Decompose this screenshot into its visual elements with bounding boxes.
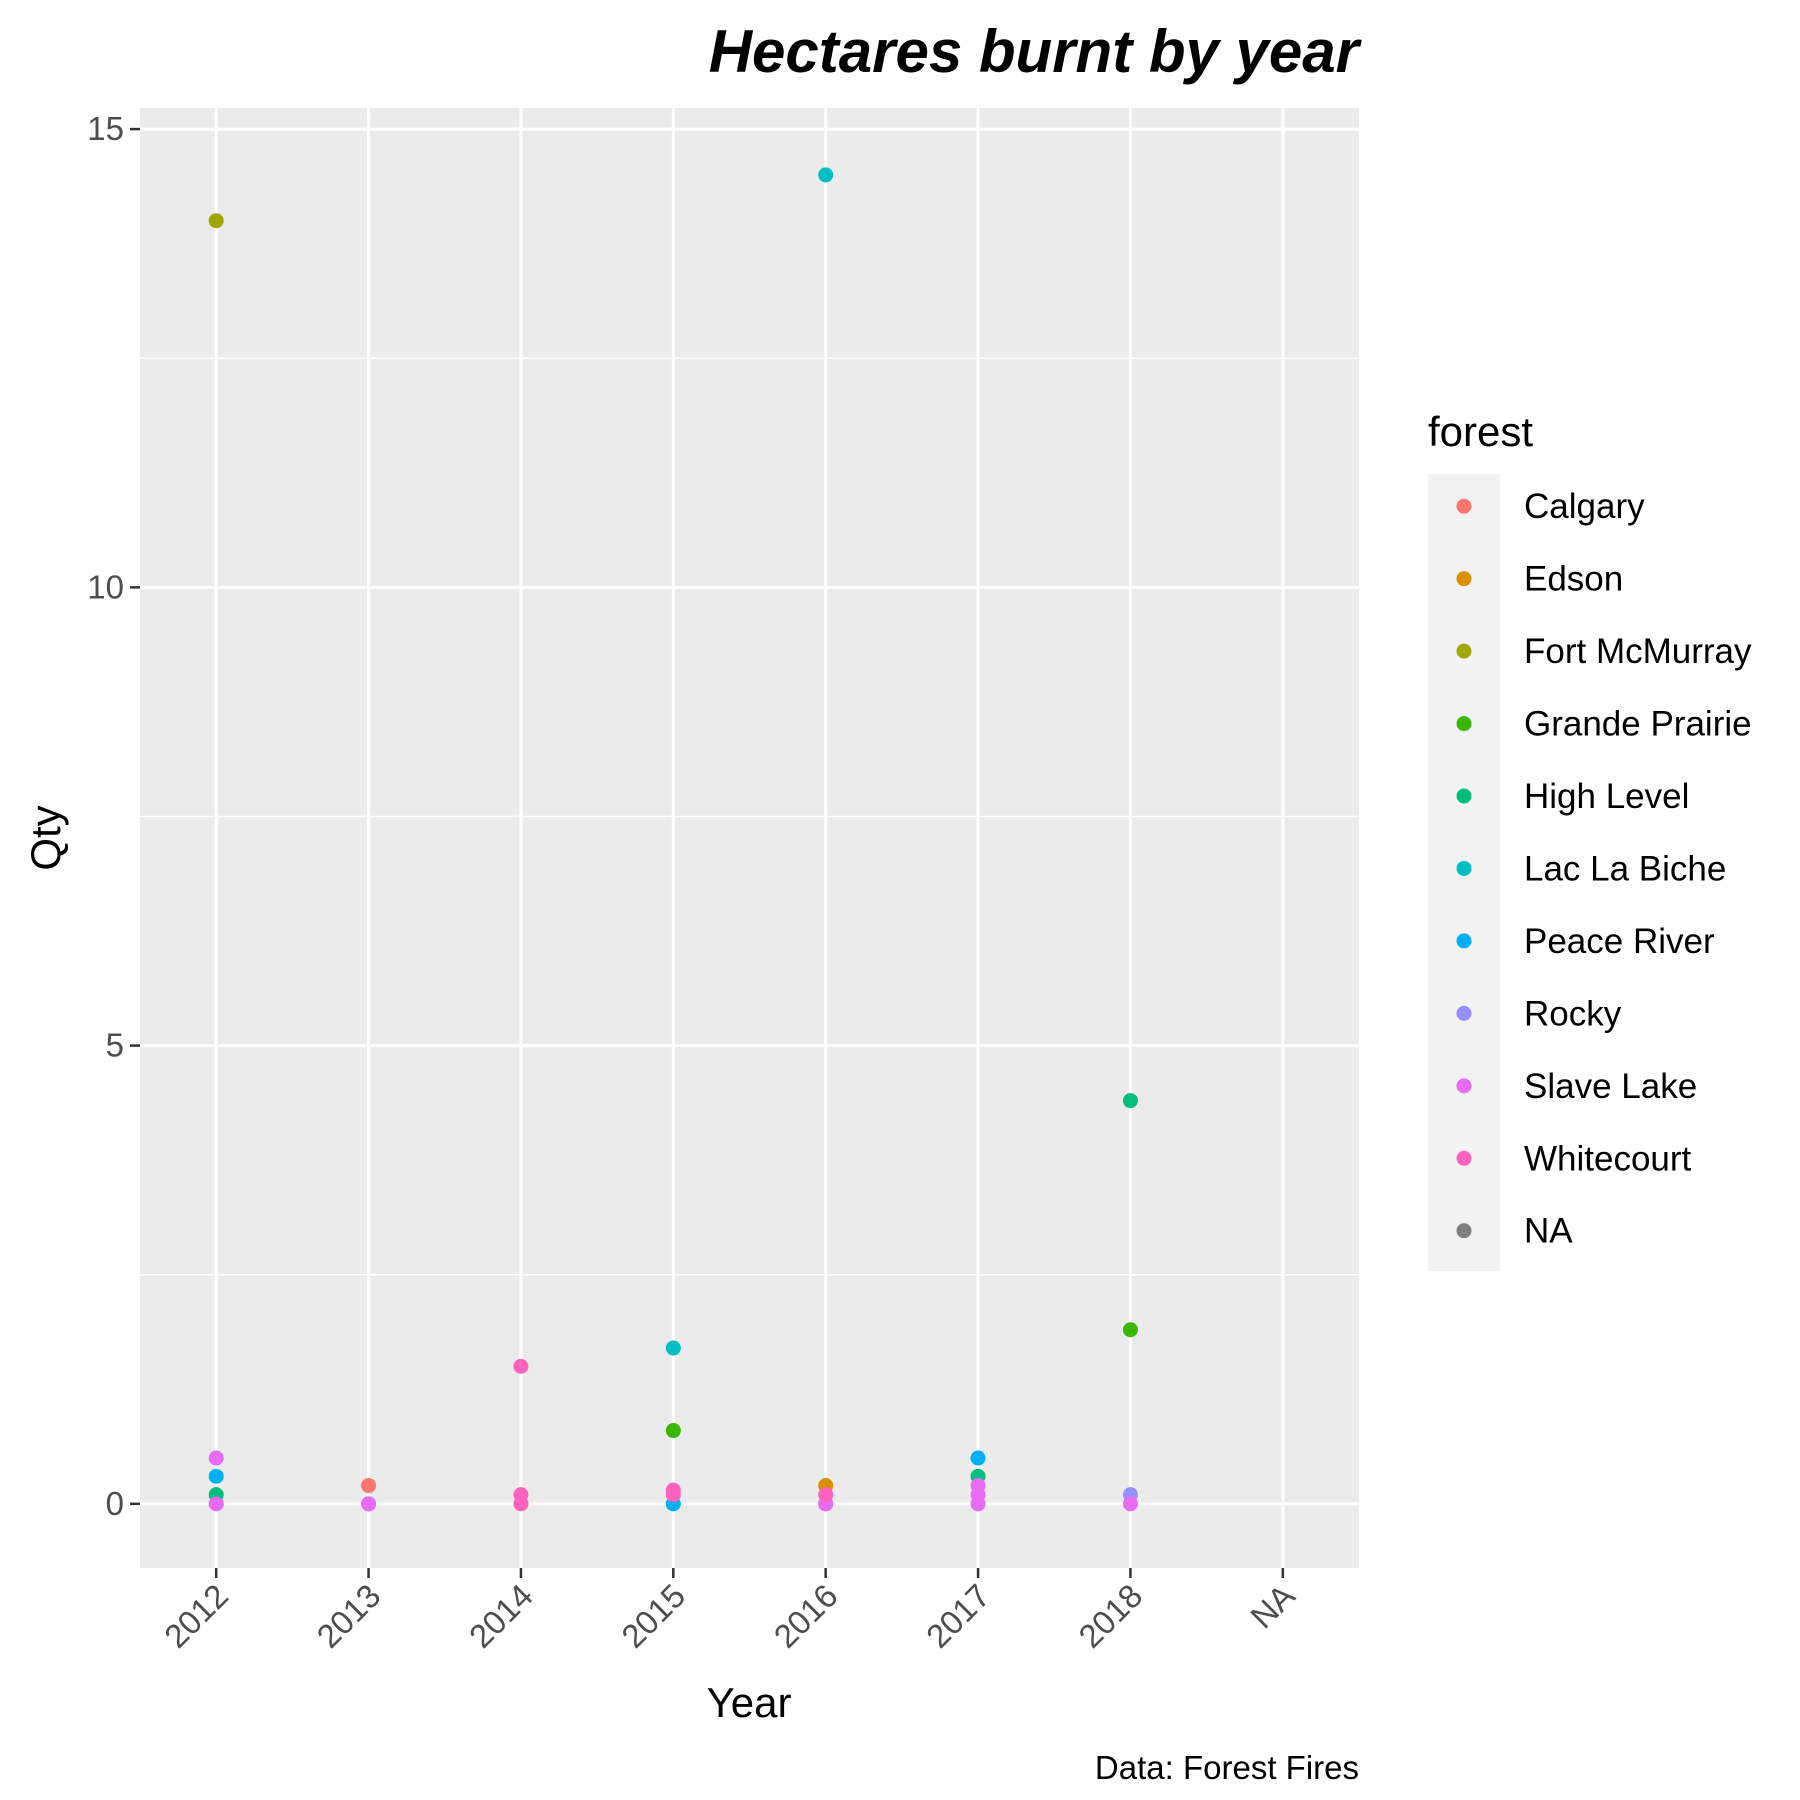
legend-title: forest: [1428, 408, 1533, 455]
data-point: [665, 1340, 681, 1356]
x-tick-label: 2014: [462, 1577, 540, 1655]
legend: forest Calgary Edson Fort McMurray Grande P…: [1428, 408, 1752, 1271]
data-point: [665, 1423, 681, 1439]
data-points: [208, 167, 1138, 1512]
x-tick-label: 2013: [309, 1577, 387, 1655]
data-point: [1122, 1322, 1138, 1338]
legend-label: NA: [1524, 1212, 1573, 1251]
x-axis: 2012 2013 2014 2015 2016 2017 2018 NA: [157, 1568, 1302, 1655]
legend-label: Whitecourt: [1524, 1139, 1692, 1178]
data-point: [361, 1496, 377, 1512]
x-axis-title: Year: [707, 1679, 792, 1726]
legend-label: Slave Lake: [1524, 1067, 1697, 1106]
y-tick-label: 10: [87, 568, 124, 605]
legend-key: [1456, 1078, 1472, 1094]
legend-label: Edson: [1524, 560, 1623, 599]
legend-key: [1456, 1150, 1472, 1166]
legend-label: Lac La Biche: [1524, 849, 1726, 888]
legend-items: Calgary Edson Fort McMurray Grande Prairie H…: [1456, 487, 1752, 1251]
data-point: [208, 213, 224, 229]
legend-key: [1456, 933, 1472, 949]
legend-key: [1456, 716, 1472, 732]
legend-label: Peace River: [1524, 922, 1715, 961]
chart-title: Hectares burnt by year: [709, 18, 1363, 85]
data-point: [1122, 1093, 1138, 1109]
legend-label: Rocky: [1524, 994, 1622, 1033]
x-tick-label: 2012: [157, 1577, 235, 1655]
x-tick-label: NA: [1243, 1577, 1302, 1636]
data-point: [665, 1487, 681, 1503]
data-point: [513, 1358, 529, 1374]
data-point: [361, 1478, 377, 1494]
caption: Data: Forest Fires: [1095, 1749, 1359, 1786]
data-point: [970, 1496, 986, 1512]
x-tick-label: 2017: [919, 1577, 997, 1655]
legend-label: High Level: [1524, 777, 1689, 816]
data-point: [208, 1468, 224, 1484]
data-point: [818, 167, 834, 183]
minor-gridlines: [140, 357, 1359, 1276]
y-tick-label: 0: [106, 1485, 124, 1522]
legend-key: [1456, 860, 1472, 876]
data-point: [513, 1496, 529, 1512]
plot-panel: [140, 108, 1359, 1568]
legend-key: [1456, 571, 1472, 587]
legend-label: Fort McMurray: [1524, 632, 1752, 671]
data-point: [970, 1450, 986, 1466]
y-axis: 0 5 10 15: [87, 110, 140, 1522]
legend-key: [1456, 788, 1472, 804]
x-tick-label: 2018: [1071, 1577, 1149, 1655]
legend-key: [1456, 1005, 1472, 1021]
data-point: [208, 1450, 224, 1466]
x-tick-label: 2015: [614, 1577, 692, 1655]
x-tick-label: 2016: [767, 1577, 845, 1655]
data-point: [1122, 1496, 1138, 1512]
legend-label: Grande Prairie: [1524, 705, 1752, 744]
legend-key: [1456, 498, 1472, 514]
legend-key: [1456, 643, 1472, 659]
legend-key: [1456, 1223, 1472, 1239]
y-axis-title: Qty: [22, 805, 69, 870]
data-point: [818, 1487, 834, 1503]
y-tick-label: 15: [87, 110, 124, 147]
legend-label: Calgary: [1524, 487, 1645, 526]
data-point: [208, 1496, 224, 1512]
y-tick-label: 5: [106, 1027, 124, 1064]
